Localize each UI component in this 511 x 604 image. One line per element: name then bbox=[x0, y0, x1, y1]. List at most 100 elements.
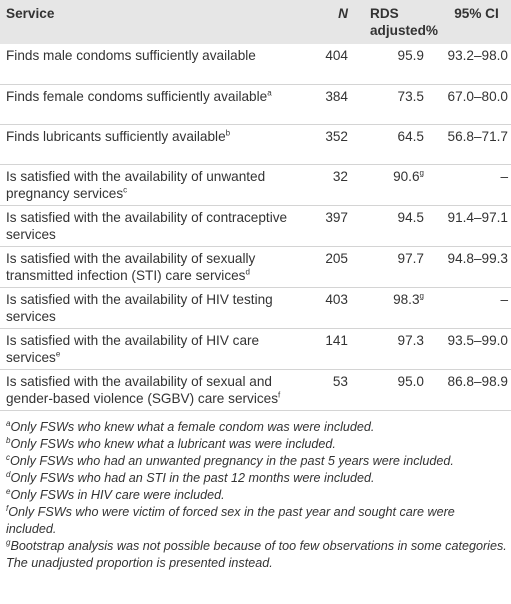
ci-cell: 86.8–98.9 bbox=[441, 369, 511, 411]
footnote-mark: b bbox=[6, 435, 11, 445]
footnote-mark: f bbox=[6, 503, 9, 513]
rds-value: 98.3 bbox=[393, 291, 420, 307]
footnote-mark: f bbox=[278, 389, 281, 399]
service-text: Is satisfied with the availability of co… bbox=[6, 209, 288, 242]
rds-cell: 97.3 bbox=[352, 328, 442, 370]
footnote-mark: a bbox=[267, 87, 272, 97]
n-cell: 404 bbox=[312, 44, 352, 85]
n-cell: 141 bbox=[312, 328, 352, 370]
service-cell: Is satisfied with the availability of se… bbox=[0, 246, 312, 288]
footnote-text: Only FSWs who knew what a lubricant was … bbox=[10, 436, 336, 451]
ci-cell: 91.4–97.1 bbox=[441, 205, 511, 247]
ci-cell: 93.5–99.0 bbox=[441, 328, 511, 370]
data-table: Service N RDS adjusted% 95% CI Finds male c… bbox=[0, 0, 511, 411]
footnote-mark: g bbox=[6, 537, 11, 547]
service-cell: Is satisfied with the availability of se… bbox=[0, 369, 312, 411]
service-cell: Finds male condoms sufficiently availabl… bbox=[0, 44, 312, 85]
footnote-mark: c bbox=[6, 452, 10, 462]
footnote-mark: g bbox=[419, 290, 424, 300]
ci-cell: 93.2–98.0 bbox=[441, 44, 511, 85]
column-header: 95% CI bbox=[454, 6, 499, 21]
footnote-mark: a bbox=[6, 418, 11, 428]
footnote: eOnly FSWs in HIV care were included. bbox=[6, 487, 507, 504]
footnote: dOnly FSWs who had an STI in the past 12… bbox=[6, 470, 507, 487]
ci-cell: 56.8–71.7 bbox=[441, 124, 511, 165]
n-cell: 205 bbox=[312, 246, 352, 288]
service-text: Is satisfied with the availability of un… bbox=[6, 168, 266, 201]
n-cell: 403 bbox=[312, 287, 352, 329]
footnote-mark: b bbox=[225, 127, 231, 137]
service-cell: Finds female condoms sufficiently availa… bbox=[0, 84, 312, 125]
footnote-mark: c bbox=[123, 184, 128, 194]
rds-cell: 98.3g bbox=[352, 287, 442, 329]
footnote: bOnly FSWs who knew what a lubricant was… bbox=[6, 436, 507, 453]
n-cell: 32 bbox=[312, 164, 352, 206]
footnote-text: Only FSWs who were victim of forced sex … bbox=[6, 504, 455, 536]
table-row: Is satisfied with the availability of HI… bbox=[0, 328, 511, 370]
footnote-text: Bootstrap analysis was not possible beca… bbox=[6, 538, 507, 570]
footnote-mark: e bbox=[55, 348, 61, 358]
rds-value: 64.5 bbox=[397, 128, 424, 144]
ci-cell: – bbox=[441, 287, 511, 329]
rds-cell: 64.5 bbox=[352, 124, 442, 165]
n-cell: 384 bbox=[312, 84, 352, 125]
rds-cell: 95.9 bbox=[352, 44, 442, 85]
service-cell: Finds lubricants sufficiently availableb bbox=[0, 124, 312, 165]
ci-cell: – bbox=[441, 164, 511, 206]
service-text: Finds male condoms sufficiently availabl… bbox=[6, 48, 256, 63]
footnote-mark: e bbox=[6, 486, 11, 496]
footnote-text: Only FSWs in HIV care were included. bbox=[10, 487, 225, 502]
footnote-mark: d bbox=[6, 469, 11, 479]
column-header: Service bbox=[6, 6, 55, 21]
service-text: Is satisfied with the availability of se… bbox=[6, 373, 281, 406]
rds-value: 94.5 bbox=[397, 209, 424, 225]
footnotes: aOnly FSWs who knew what a female condom… bbox=[0, 411, 511, 572]
footnote: fOnly FSWs who were victim of forced sex… bbox=[6, 504, 507, 538]
header-row: Service N RDS adjusted% 95% CI bbox=[0, 0, 511, 44]
rds-value: 95.0 bbox=[397, 373, 424, 389]
service-cell: Is satisfied with the availability of co… bbox=[0, 205, 312, 247]
rds-value: 97.7 bbox=[397, 250, 424, 266]
rds-value: 90.6 bbox=[393, 168, 420, 184]
service-text: Finds female condoms sufficiently availa… bbox=[6, 87, 272, 104]
ci-cell: 94.8–99.3 bbox=[441, 246, 511, 288]
service-cell: Is satisfied with the availability of HI… bbox=[0, 287, 312, 329]
rds-value: 95.9 bbox=[397, 48, 424, 63]
ci-cell: 67.0–80.0 bbox=[441, 84, 511, 125]
service-text: Is satisfied with the availability of HI… bbox=[6, 291, 273, 324]
footnote-text: Only FSWs who had an STI in the past 12 … bbox=[10, 470, 375, 485]
service-cell: Is satisfied with the availability of un… bbox=[0, 164, 312, 206]
table-row: Is satisfied with the availability of co… bbox=[0, 205, 511, 247]
service-cell: Is satisfied with the availability of HI… bbox=[0, 328, 312, 370]
footnote-mark: g bbox=[419, 167, 424, 177]
table-body: Finds male condoms sufficiently availabl… bbox=[0, 44, 511, 411]
service-text: Is satisfied with the availability of se… bbox=[6, 250, 256, 283]
n-cell: 53 bbox=[312, 369, 352, 411]
rds-cell: 90.6g bbox=[352, 164, 442, 206]
n-cell: 352 bbox=[312, 124, 352, 165]
footnote-text: Only FSWs who had an unwanted pregnancy … bbox=[10, 453, 454, 468]
rds-cell: 94.5 bbox=[352, 205, 442, 247]
footnote: cOnly FSWs who had an unwanted pregnancy… bbox=[6, 453, 507, 470]
column-header: RDS adjusted% bbox=[370, 6, 438, 38]
table-header: Service N RDS adjusted% 95% CI bbox=[0, 0, 511, 44]
footnote: gBootstrap analysis was not possible bec… bbox=[6, 538, 507, 572]
table-row: Is satisfied with the availability of se… bbox=[0, 246, 511, 288]
footnote-mark: d bbox=[245, 266, 250, 276]
table-row: Is satisfied with the availability of HI… bbox=[0, 287, 511, 329]
table-row: Finds lubricants sufficiently availableb… bbox=[0, 124, 511, 165]
table-row: Finds female condoms sufficiently availa… bbox=[0, 84, 511, 125]
service-text: Is satisfied with the availability of HI… bbox=[6, 332, 260, 365]
service-text: Finds lubricants sufficiently availableb bbox=[6, 127, 231, 144]
table-row: Finds male condoms sufficiently availabl… bbox=[0, 44, 511, 85]
table-row: Is satisfied with the availability of se… bbox=[0, 369, 511, 411]
rds-cell: 73.5 bbox=[352, 84, 442, 125]
footnote: aOnly FSWs who knew what a female condom… bbox=[6, 419, 507, 436]
footnote-text: Only FSWs who knew what a female condom … bbox=[10, 419, 375, 434]
column-header: N bbox=[338, 6, 348, 21]
rds-value: 97.3 bbox=[397, 332, 424, 348]
table-row: Is satisfied with the availability of un… bbox=[0, 164, 511, 206]
rds-cell: 95.0 bbox=[352, 369, 442, 411]
rds-value: 73.5 bbox=[397, 88, 424, 104]
